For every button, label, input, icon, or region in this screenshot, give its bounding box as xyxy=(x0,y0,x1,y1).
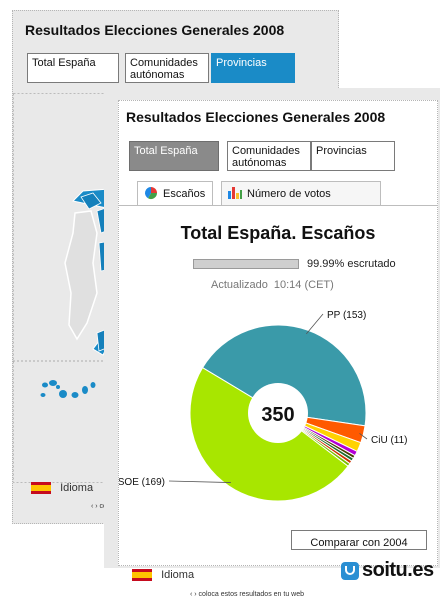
seats-pie-chart[interactable]: PP (153) CiU (11) PSOE (169) 350 xyxy=(119,301,437,525)
foreground-widget: Resultados Elecciones Generales 2008 Tot… xyxy=(104,88,440,598)
updated-label: Actualizado xyxy=(211,279,268,291)
slice-label-psoe: PSOE (169) xyxy=(119,477,165,488)
slice-leader-line xyxy=(168,480,231,483)
pie-slice-pp[interactable] xyxy=(201,324,367,427)
language-selector[interactable]: Idioma xyxy=(132,569,195,582)
language-selector[interactable]: Idioma xyxy=(31,482,94,495)
results-panel: Resultados Elecciones Generales 2008 Tot… xyxy=(118,100,438,566)
total-espana-button[interactable]: Total España xyxy=(27,53,119,83)
slice-label-ciu: CiU (11) xyxy=(371,435,407,446)
widget-title: Resultados Elecciones Generales 2008 xyxy=(126,109,386,125)
slice-leader-line xyxy=(306,313,324,335)
tab-label: Escaños xyxy=(163,188,206,200)
soitu-logo-icon xyxy=(341,561,359,580)
widget-title: Resultados Elecciones Generales 2008 xyxy=(25,22,285,38)
updated-info: Actualizado 10:14 (CET) xyxy=(211,279,334,291)
slice-leader-line xyxy=(359,433,368,440)
soitu-logo[interactable]: soitu.es xyxy=(341,559,434,582)
language-label: Idioma xyxy=(60,482,94,494)
provincias-button[interactable]: Provincias xyxy=(311,141,395,171)
compare-2004-button[interactable]: Comparar con 2004 xyxy=(291,530,427,550)
comunidades-button[interactable]: Comunidades autónomas xyxy=(227,141,311,171)
scrutiny-progress-bar xyxy=(193,259,299,269)
total-seats-label: 350 xyxy=(261,404,294,426)
portugal-outline xyxy=(64,210,98,341)
spain-flag-icon xyxy=(31,482,51,495)
pie-chart-icon xyxy=(144,186,158,203)
tab-divider xyxy=(119,205,437,206)
spain-flag-icon xyxy=(132,569,152,582)
tab-label: Número de votos xyxy=(247,188,331,200)
total-espana-button[interactable]: Total España xyxy=(129,141,219,171)
provincias-button[interactable]: Provincias xyxy=(211,53,295,83)
logo-text: soitu.es xyxy=(362,559,434,581)
canary-islands xyxy=(40,380,96,398)
embed-link[interactable]: ‹ › coloca estos resultados en tu web xyxy=(190,591,305,598)
tab-numero-votos[interactable]: Número de votos xyxy=(221,181,381,206)
updated-time: 10:14 (CET) xyxy=(273,279,334,291)
tab-escanos[interactable]: Escaños xyxy=(137,181,213,206)
pie-center-hole xyxy=(248,383,308,443)
language-label: Idioma xyxy=(161,569,195,581)
scrutiny-percent: 99.99% escrutado xyxy=(307,258,396,270)
chart-heading: Total España. Escaños xyxy=(180,223,376,243)
comunidades-button[interactable]: Comunidades autónomas xyxy=(125,53,209,83)
bar-chart-icon xyxy=(228,186,242,202)
slice-label-pp: PP (153) xyxy=(327,310,366,321)
